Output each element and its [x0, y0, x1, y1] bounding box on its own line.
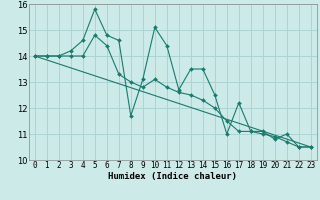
X-axis label: Humidex (Indice chaleur): Humidex (Indice chaleur) — [108, 172, 237, 181]
